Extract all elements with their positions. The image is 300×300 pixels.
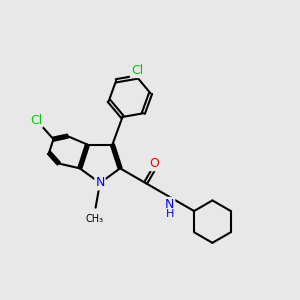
Text: Cl: Cl bbox=[131, 64, 143, 77]
Text: O: O bbox=[149, 157, 159, 170]
Text: N: N bbox=[165, 198, 174, 211]
Text: CH₃: CH₃ bbox=[85, 214, 103, 224]
Text: H: H bbox=[165, 209, 174, 219]
Text: Cl: Cl bbox=[30, 114, 42, 127]
Text: N: N bbox=[95, 176, 105, 190]
